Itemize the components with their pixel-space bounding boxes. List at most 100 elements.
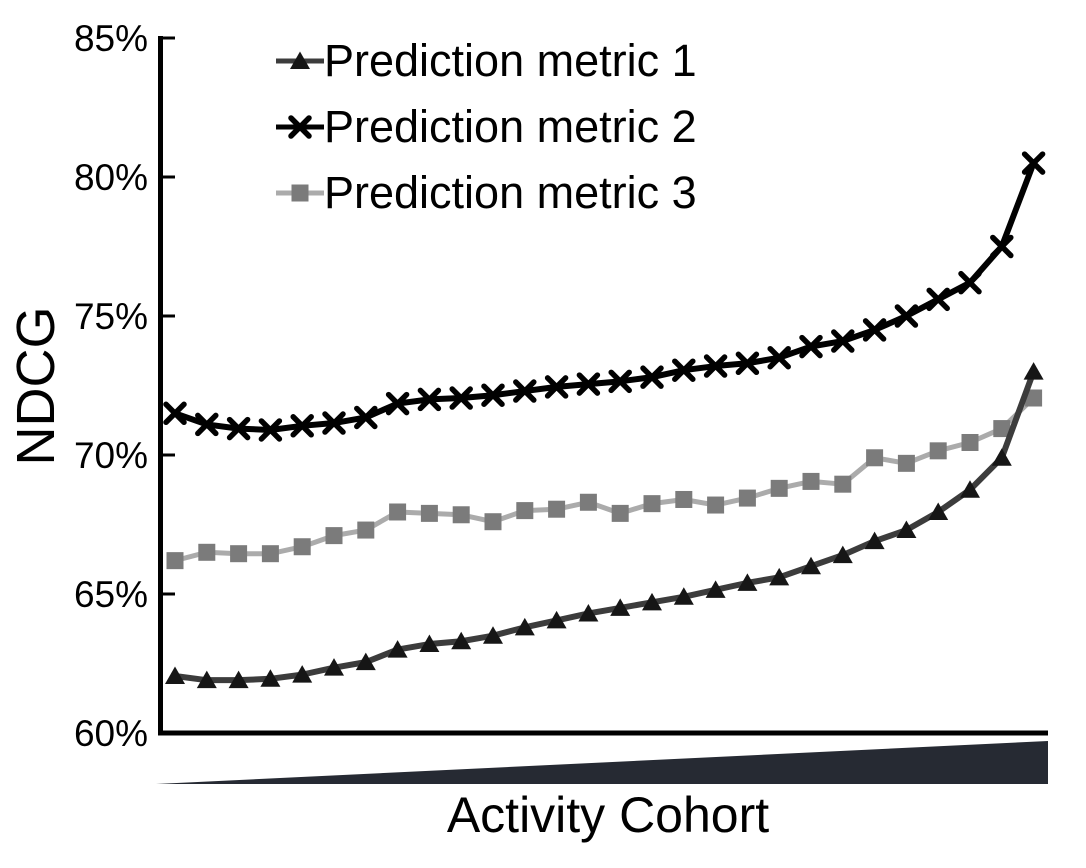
x-marker-icon (672, 358, 696, 382)
triangle-marker-icon (673, 587, 694, 605)
square-marker-icon (357, 521, 375, 539)
square-marker-icon (579, 493, 597, 511)
x-marker-icon (195, 412, 219, 437)
series-line (174, 162, 1037, 433)
triangle-marker-icon (324, 658, 344, 676)
y-tick-label: 75% (74, 296, 148, 337)
triangle-marker-icon (578, 603, 599, 622)
y-tick-label: 85% (74, 18, 148, 59)
triangle-marker-icon (514, 617, 535, 636)
triangle-marker-icon (165, 666, 185, 685)
triangle-marker-icon (228, 670, 249, 689)
x-marker-icon (544, 375, 569, 399)
x-marker-icon (703, 354, 728, 378)
x-marker-icon (481, 383, 505, 407)
x-marker-icon (608, 369, 632, 394)
square-marker-icon (291, 184, 309, 202)
x-marker-icon (288, 115, 312, 139)
x-marker-icon (513, 379, 537, 403)
legend: Prediction metric 1 Prediction metric 2 … (276, 35, 697, 218)
x-marker-icon (1021, 151, 1046, 175)
axes (158, 36, 1048, 736)
square-marker-icon (1025, 389, 1043, 407)
activity-increase-wedge-icon (156, 741, 1048, 784)
square-marker-icon (420, 504, 438, 522)
square-marker-icon (389, 503, 407, 521)
square-marker-icon (198, 543, 216, 561)
triangle-marker-icon (769, 567, 790, 586)
x-marker-icon (322, 411, 346, 435)
series-line (174, 396, 1036, 564)
triangle-marker-icon (451, 631, 472, 650)
triangle-marker-icon (991, 448, 1012, 466)
legend-triangle-marker-icon (276, 48, 324, 74)
x-marker-icon (258, 418, 283, 442)
legend-label: Prediction metric 1 (324, 35, 697, 86)
y-tick-label: 60% (74, 713, 148, 754)
square-marker-icon (929, 442, 947, 460)
legend-item-prediction-metric-1: Prediction metric 1 (276, 35, 697, 86)
legend-label: Prediction metric 2 (324, 101, 697, 152)
triangle-marker-icon (705, 580, 726, 598)
square-marker-icon (611, 504, 629, 522)
triangle-marker-icon (260, 669, 281, 687)
square-marker-icon (293, 538, 311, 556)
x-marker-icon (767, 345, 791, 370)
square-marker-icon (707, 496, 725, 514)
triangle-marker-icon (1023, 362, 1044, 380)
legend-square-marker-icon (276, 180, 324, 206)
legend-x-marker-icon (276, 114, 324, 140)
y-axis-title: NDCG (6, 306, 66, 466)
legend-item-prediction-metric-2: Prediction metric 2 (276, 101, 697, 152)
triangle-marker-icon (610, 598, 631, 616)
triangle-marker-icon (355, 652, 376, 671)
x-marker-icon (417, 387, 442, 412)
y-ticks: 60% 65% 70% 75% 80% 85% (74, 18, 175, 754)
square-marker-icon (738, 489, 756, 507)
triangle-marker-icon (419, 634, 440, 653)
x-marker-icon (576, 372, 601, 396)
x-marker-icon (290, 414, 314, 438)
legend-label: Prediction metric 3 (324, 167, 697, 218)
x-marker-icon (735, 351, 760, 376)
square-marker-icon (516, 502, 534, 520)
x-marker-icon (958, 270, 982, 295)
square-marker-icon (961, 433, 979, 451)
square-marker-icon (452, 506, 470, 524)
triangle-marker-icon (801, 556, 821, 575)
x-marker-icon (226, 416, 251, 441)
triangle-marker-icon (196, 670, 217, 689)
series-lines (163, 151, 1046, 689)
series-line (174, 370, 1037, 684)
triangle-marker-icon (896, 520, 917, 539)
x-marker-icon (163, 401, 187, 426)
x-marker-icon (831, 329, 855, 353)
triangle-marker-icon (928, 502, 949, 520)
x-marker-icon (894, 304, 919, 328)
legend-marker-glyph (276, 115, 324, 139)
x-marker-icon (862, 318, 887, 342)
triangle-marker-icon (864, 531, 885, 550)
square-marker-icon (548, 500, 566, 518)
triangle-marker-icon (290, 51, 310, 69)
square-marker-icon (993, 420, 1011, 438)
x-marker-icon (354, 405, 378, 430)
triangle-marker-icon (292, 665, 313, 683)
x-marker-icon (990, 234, 1014, 259)
triangle-marker-icon (642, 592, 662, 611)
x-marker-icon (385, 391, 410, 416)
square-marker-icon (866, 449, 884, 467)
square-marker-icon (802, 472, 820, 490)
square-marker-icon (166, 552, 184, 570)
y-tick-label: 80% (74, 157, 148, 198)
triangle-marker-icon (546, 610, 567, 629)
triangle-marker-icon (737, 573, 758, 591)
square-marker-icon (834, 475, 852, 493)
square-marker-icon (643, 495, 661, 513)
series-x (163, 151, 1046, 442)
square-marker-icon (325, 527, 343, 545)
x-marker-icon (449, 386, 473, 410)
legend-marker-glyph (276, 184, 324, 202)
